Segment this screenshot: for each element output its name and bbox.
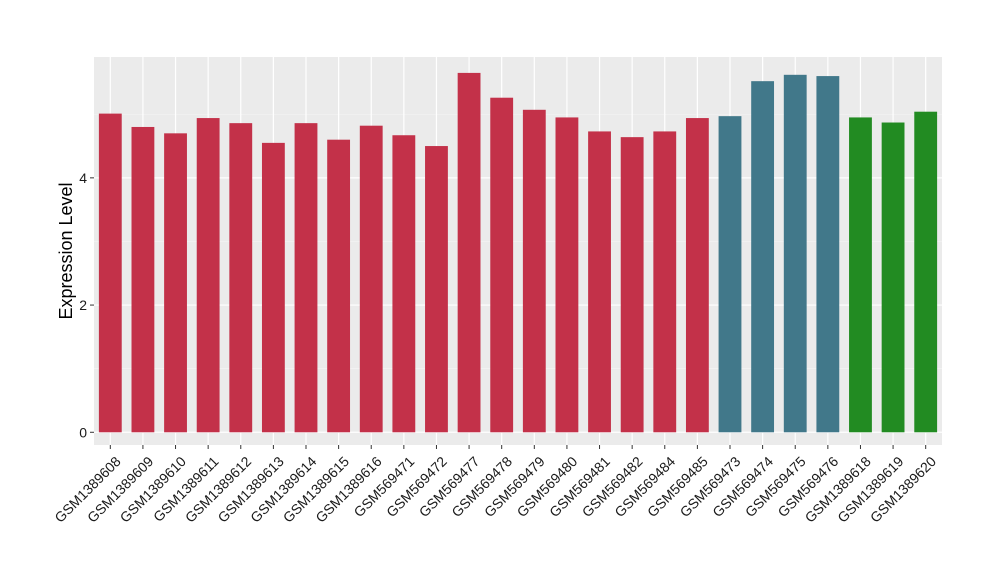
- bar-GSM569476: [816, 76, 840, 433]
- bar-GSM569480: [555, 117, 579, 433]
- bar-GSM1389616: [359, 125, 383, 433]
- y-tick-label: 2: [79, 297, 87, 313]
- bar-GSM1389613: [261, 142, 285, 433]
- plot-panel: [94, 57, 942, 445]
- bar-GSM1389618: [849, 117, 872, 433]
- bar-GSM1389611: [196, 118, 220, 433]
- y-axis: 0 2 4: [79, 170, 94, 440]
- bar-GSM1389615: [327, 139, 351, 433]
- bar-GSM569473: [718, 116, 742, 433]
- y-axis-label: Expression Level: [56, 182, 76, 319]
- bar-GSM569475: [783, 74, 807, 433]
- bar-GSM569474: [751, 81, 775, 433]
- bar-GSM569478: [490, 97, 514, 433]
- bar-GSM569472: [425, 146, 448, 433]
- y-tick-label: 4: [79, 170, 87, 186]
- bar-GSM569482: [620, 137, 644, 433]
- bar-GSM569471: [392, 135, 416, 433]
- bar-GSM569484: [653, 131, 677, 433]
- bar-GSM1389612: [229, 123, 253, 433]
- x-axis: GSM1389608GSM1389609GSM1389610GSM1389611…: [51, 445, 939, 526]
- bar-GSM569481: [588, 131, 611, 433]
- bar-GSM1389619: [881, 122, 905, 433]
- bars: [98, 72, 938, 433]
- y-tick-label: 0: [79, 424, 87, 440]
- bar-GSM1389620: [914, 111, 938, 433]
- bar-GSM1389609: [131, 126, 155, 433]
- bar-GSM1389614: [294, 123, 318, 433]
- bar-GSM569479: [522, 109, 546, 433]
- bar-GSM569477: [457, 72, 481, 433]
- bar-GSM569485: [685, 118, 709, 433]
- bar-GSM1389610: [164, 133, 187, 433]
- bar-GSM1389608: [98, 113, 122, 433]
